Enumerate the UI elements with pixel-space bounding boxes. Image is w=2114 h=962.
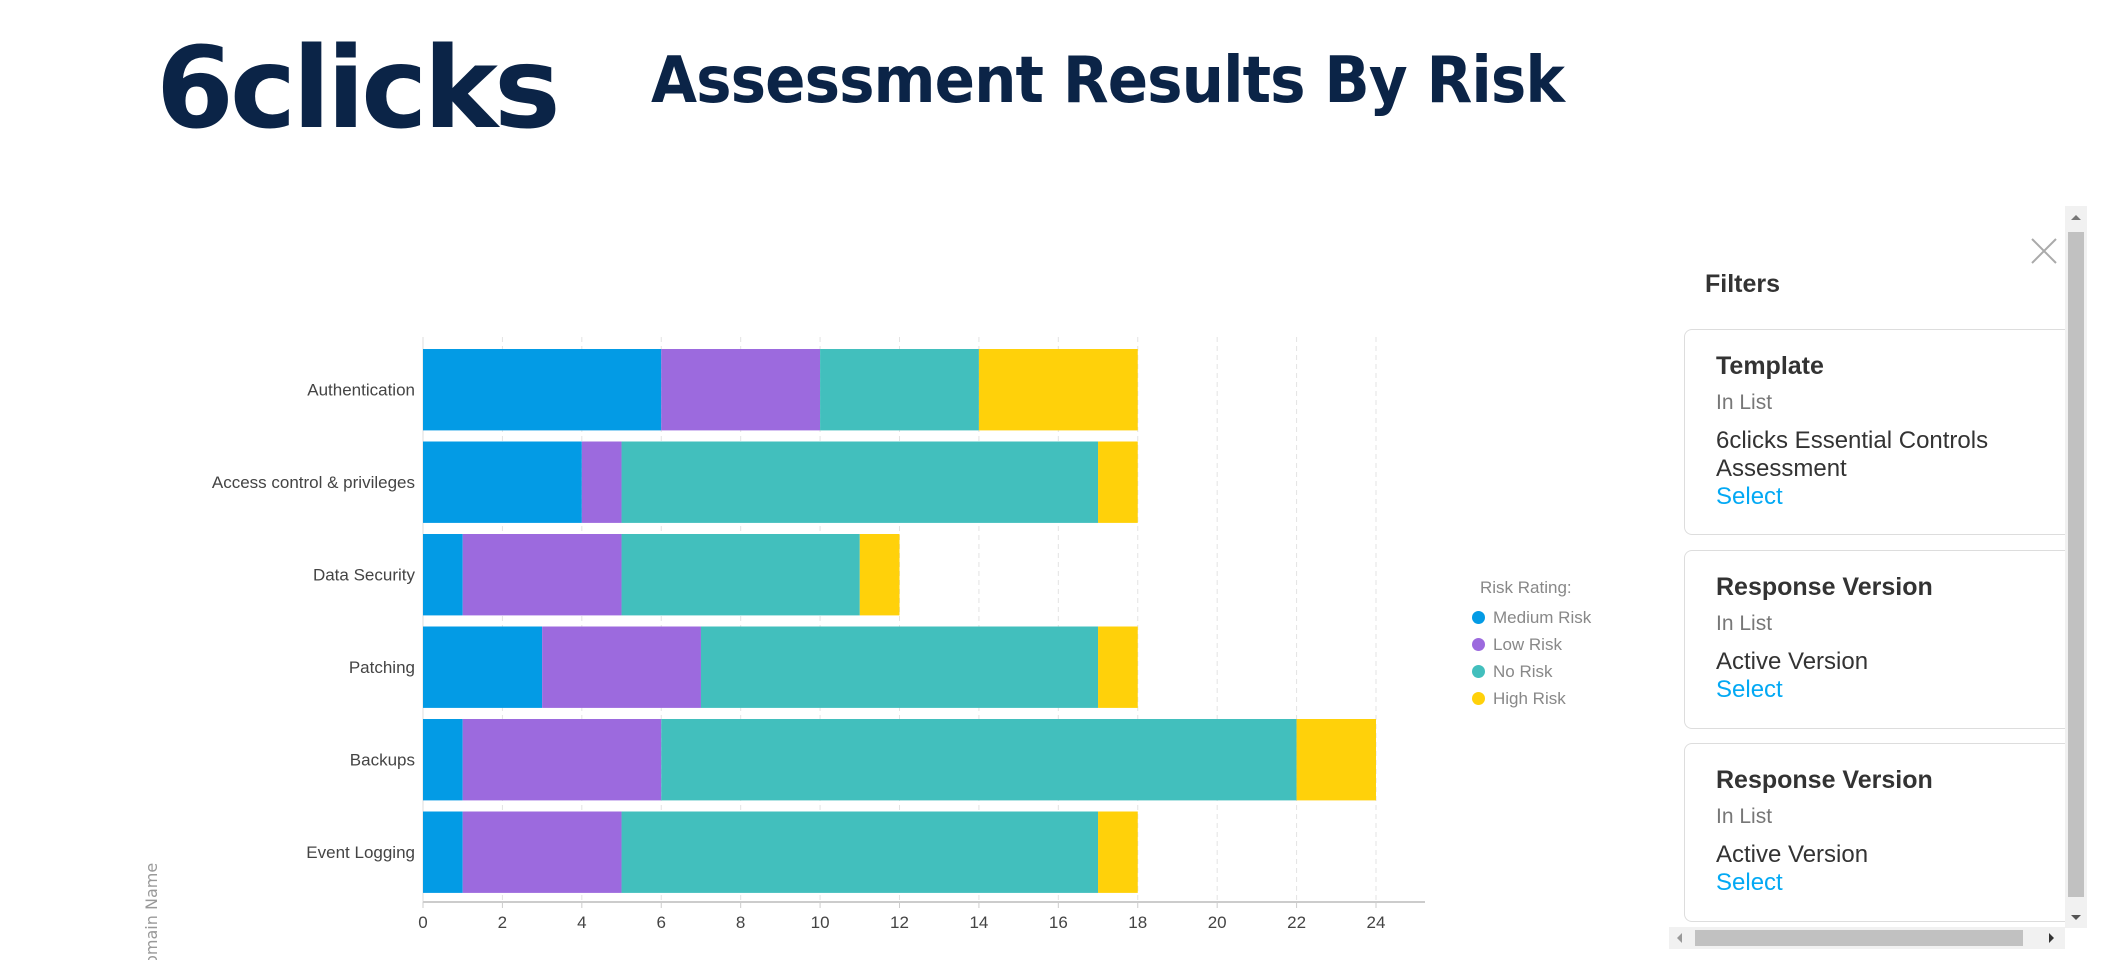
logo-text: 6clicks (156, 24, 561, 154)
y-axis-label: Domain Name (142, 863, 161, 960)
bar-segment-no-risk (820, 349, 979, 431)
legend-item[interactable]: No Risk (1472, 658, 1591, 685)
legend-label: Medium Risk (1493, 607, 1592, 627)
filter-card-template: Template In List 6clicks Essential Contr… (1684, 329, 2079, 535)
y-tick-label: Backups (350, 751, 415, 770)
y-tick-label: Access control & privileges (212, 473, 415, 492)
legend-dot-icon (1472, 665, 1485, 678)
legend-dot-icon (1472, 692, 1485, 705)
bar-segment-no-risk (621, 811, 1099, 893)
x-tick-label: 10 (811, 913, 830, 932)
scroll-down-arrow[interactable] (2071, 915, 2081, 920)
legend-label: Low Risk (1493, 634, 1562, 654)
bar-segment-high-risk (1098, 441, 1138, 523)
filter-heading: Response Version (1716, 573, 1933, 601)
bar-segment-no-risk (621, 441, 1099, 523)
filter-value: Active Version (1716, 648, 1869, 675)
bar-segment-low-risk (661, 349, 821, 431)
y-tick-label: Authentication (307, 381, 415, 400)
filter-value: Active Version (1716, 841, 1869, 868)
bar-segment-no-risk (621, 534, 860, 616)
close-icon[interactable] (2030, 237, 2058, 265)
scroll-right-arrow[interactable] (2049, 933, 2054, 943)
filter-card-response-version-2: Response Version In List Active Version … (1684, 743, 2079, 922)
bar-segment-high-risk (1098, 811, 1138, 893)
y-tick-label: Patching (349, 658, 415, 677)
stacked-bar-chart: 0 2 4 6 8 10 12 14 16 18 20 22 24AuthenticationAcces… (142, 337, 1425, 960)
bar-segment-high-risk (859, 534, 900, 616)
bar-segment-high-risk (1098, 626, 1138, 708)
bar-segment-medium-risk (423, 719, 463, 801)
select-link[interactable]: Select (1716, 483, 1783, 510)
bar-segment-medium-risk (423, 349, 662, 431)
x-tick-label: 18 (1128, 913, 1147, 932)
filters-title: Filters (1705, 270, 1781, 298)
bar-segment-low-risk (462, 811, 622, 893)
x-tick-label: 24 (1367, 913, 1386, 932)
legend-dot-icon (1472, 611, 1485, 624)
scroll-up-arrow[interactable] (2071, 215, 2081, 220)
bar-segment-low-risk (542, 626, 701, 708)
bar-segment-high-risk (1296, 719, 1376, 801)
select-link[interactable]: Select (1716, 869, 1783, 896)
x-tick-label: 16 (1049, 913, 1068, 932)
bar-segment-low-risk (462, 534, 622, 616)
x-tick-label: 14 (969, 913, 988, 932)
filter-operator: In List (1716, 391, 1773, 414)
x-tick-label: 22 (1287, 913, 1306, 932)
legend-title: Risk Rating: (1480, 578, 1572, 597)
page-title: Assessment Results By Risk (651, 44, 1565, 118)
x-tick-label: 0 (418, 913, 427, 932)
y-tick-label: Data Security (313, 566, 416, 585)
filter-operator: In List (1716, 805, 1773, 828)
filter-heading: Response Version (1716, 766, 1933, 794)
legend-item[interactable]: Medium Risk (1472, 604, 1591, 631)
filter-value: 6clicks Essential Controls Assessment (1716, 427, 1989, 482)
chart-legend: Risk Rating: Medium Risk Low Risk No Risk H… (1472, 578, 1591, 712)
legend-item[interactable]: High Risk (1472, 685, 1591, 712)
x-tick-label: 8 (736, 913, 745, 932)
legend-dot-icon (1472, 638, 1485, 651)
legend-label: High Risk (1493, 688, 1566, 708)
bar-segment-medium-risk (423, 441, 582, 523)
legend-item[interactable]: Low Risk (1472, 631, 1591, 658)
bar-segment-no-risk (661, 719, 1297, 801)
horizontal-scrollbar[interactable] (1669, 927, 2065, 949)
bar-segment-medium-risk (423, 534, 463, 616)
scroll-left-arrow[interactable] (1677, 933, 1682, 943)
bar-segment-high-risk (978, 349, 1138, 431)
x-tick-label: 4 (577, 913, 586, 932)
bar-segment-medium-risk (423, 811, 463, 893)
y-tick-label: Event Logging (306, 843, 415, 862)
vertical-scrollbar[interactable] (2065, 206, 2087, 928)
filter-card-response-version: Response Version In List Active Version … (1684, 550, 2079, 729)
bar-segment-low-risk (581, 441, 622, 523)
filter-heading: Template (1716, 352, 1824, 380)
select-link[interactable]: Select (1716, 676, 1783, 703)
bar-segment-medium-risk (423, 626, 543, 708)
x-tick-label: 12 (890, 913, 909, 932)
logo: 6clicks (156, 33, 561, 145)
bar-segment-no-risk (700, 626, 1099, 708)
x-tick-label: 2 (498, 913, 507, 932)
legend-label: No Risk (1493, 661, 1553, 681)
bar-segment-low-risk (462, 719, 662, 801)
filter-operator: In List (1716, 612, 1773, 635)
x-tick-label: 20 (1208, 913, 1227, 932)
scrollbar-thumb[interactable] (1695, 930, 2023, 946)
x-tick-label: 6 (657, 913, 666, 932)
scrollbar-thumb[interactable] (2068, 232, 2084, 897)
